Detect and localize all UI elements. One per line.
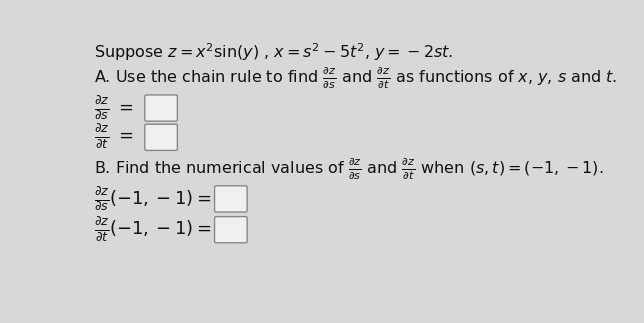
Text: A. Use the chain rule to find $\frac{\partial z}{\partial s}$ and $\frac{\partia: A. Use the chain rule to find $\frac{\pa… <box>95 66 618 91</box>
FancyBboxPatch shape <box>214 186 247 212</box>
FancyBboxPatch shape <box>214 217 247 243</box>
FancyBboxPatch shape <box>145 95 177 121</box>
FancyBboxPatch shape <box>145 124 177 151</box>
Text: Suppose $z = x^2 \sin(y)$ , $x = s^2 - 5t^2$, $y = -2st$.: Suppose $z = x^2 \sin(y)$ , $x = s^2 - 5… <box>95 42 454 64</box>
Text: $\frac{\partial z}{\partial s}(-1, -1) =$: $\frac{\partial z}{\partial s}(-1, -1) =… <box>95 185 212 213</box>
Text: $\frac{\partial z}{\partial t}$ $=$: $\frac{\partial z}{\partial t}$ $=$ <box>95 123 134 151</box>
Text: $\frac{\partial z}{\partial s}$ $=$: $\frac{\partial z}{\partial s}$ $=$ <box>95 94 134 122</box>
Text: B. Find the numerical values of $\frac{\partial z}{\partial s}$ and $\frac{\part: B. Find the numerical values of $\frac{\… <box>95 157 604 182</box>
Text: $\frac{\partial z}{\partial t}(-1, -1) =$: $\frac{\partial z}{\partial t}(-1, -1) =… <box>95 215 212 244</box>
